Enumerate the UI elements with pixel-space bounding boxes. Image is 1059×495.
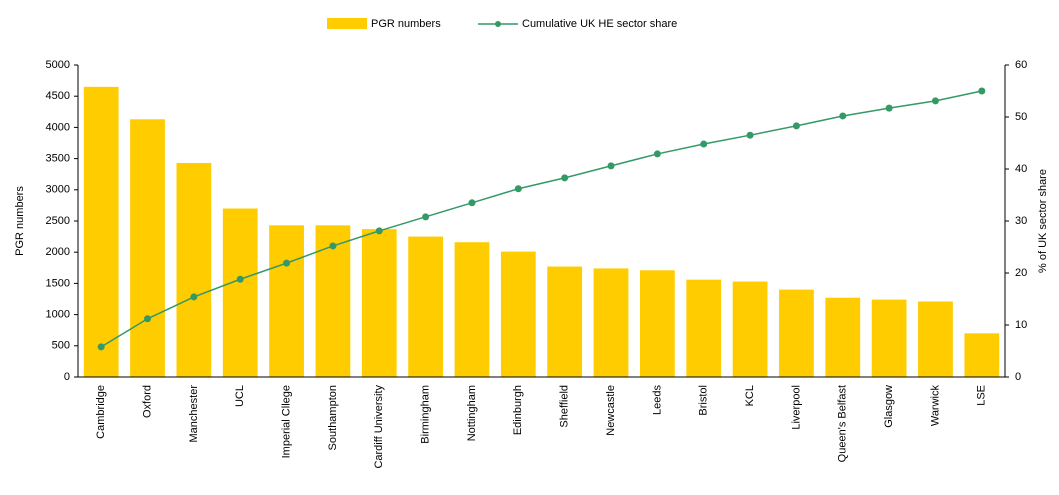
line-marker (283, 259, 291, 267)
line-marker (978, 87, 986, 95)
line-marker (144, 315, 152, 323)
line-marker (885, 104, 893, 112)
y2-tick-label: 60 (1015, 59, 1027, 71)
bar (269, 225, 304, 377)
x-tick-label: Sheffield (559, 385, 571, 428)
y2-tick-label: 20 (1015, 267, 1027, 279)
bar (176, 162, 212, 377)
bar (408, 236, 444, 377)
x-tick-label: Glasgow (883, 385, 895, 428)
bar (964, 333, 1000, 377)
line-marker (746, 131, 754, 139)
line-marker (236, 275, 244, 283)
x-tick-label: Leeds (651, 385, 663, 415)
bar (918, 301, 953, 377)
bar (454, 242, 490, 377)
line (100, 90, 982, 348)
bar (825, 297, 861, 377)
bar (361, 229, 397, 377)
line-marker (607, 162, 615, 170)
line-marker (97, 343, 105, 351)
y-tick-label: 3500 (46, 153, 70, 165)
x-tick-label: UCL (234, 385, 246, 407)
x-tick-label: Southampton (327, 385, 339, 450)
line-marker (329, 242, 337, 250)
legend-label: PGR numbers (371, 18, 441, 30)
y2-tick-label: 30 (1015, 215, 1027, 227)
x-tick-label: Edinburgh (512, 385, 524, 435)
x-tick-label: Liverpool (790, 385, 802, 430)
y2-tick-label: 40 (1015, 163, 1027, 175)
line-marker (468, 199, 476, 207)
legend-swatch (327, 18, 367, 29)
y2-tick-label: 10 (1015, 319, 1027, 331)
y-tick-label: 4500 (46, 90, 70, 102)
x-tick-label: KCL (744, 385, 756, 406)
legend: PGR numbers Cumulative UK HE sector shar… (327, 18, 677, 30)
bar (222, 208, 258, 377)
x-tick-label: LSE (976, 385, 988, 406)
x-tick-label: Queen's Belfast (837, 385, 849, 462)
x-tick-label: Bristol (698, 385, 710, 416)
y-tick-label: 2000 (46, 246, 70, 258)
line-marker (700, 140, 708, 148)
line-marker (422, 213, 430, 221)
line-marker (561, 174, 569, 182)
x-tick-label: Cambridge (95, 385, 107, 439)
bar (686, 279, 722, 377)
x-tick-label: Imperial Cllege (280, 385, 292, 458)
bar (779, 289, 814, 377)
x-tick-label: Birmingham (420, 385, 432, 444)
bar (732, 281, 768, 377)
y-tick-label: 5000 (46, 59, 70, 71)
line-marker (653, 150, 661, 158)
line-marker (792, 122, 800, 130)
y-tick-label: 1000 (46, 309, 70, 321)
y2-tick-label: 50 (1015, 111, 1027, 123)
x-tick-label: Nottingham (466, 385, 478, 441)
line-marker (839, 112, 847, 120)
line-marker (190, 293, 198, 301)
legend-label: Cumulative UK HE sector share (522, 18, 677, 30)
bar (639, 270, 675, 377)
y-tick-label: 0 (64, 371, 70, 383)
line-marker (931, 97, 939, 105)
y-tick-label: 4000 (46, 121, 70, 133)
y-tick-label: 3000 (46, 184, 70, 196)
y-axis-title: PGR numbers (14, 186, 26, 256)
y-tick-label: 500 (52, 340, 70, 352)
x-tick-label: Manchester (188, 385, 200, 443)
x-tick-label: Oxford (141, 385, 153, 418)
bar (547, 266, 583, 377)
bar (871, 299, 907, 377)
y-tick-label: 2500 (46, 215, 70, 227)
line-marker (514, 185, 522, 193)
y-tick-label: 1500 (46, 277, 70, 289)
line-marker (375, 227, 383, 235)
bar (593, 268, 629, 377)
bar (130, 119, 165, 378)
legend-marker (495, 21, 501, 27)
x-tick-label: Warwick (929, 385, 941, 427)
x-tick-label: Newcastle (605, 385, 617, 436)
bar (83, 86, 119, 377)
y2-tick-label: 0 (1015, 371, 1021, 383)
y2-axis-title: % of UK sector share (1037, 169, 1049, 273)
bar (500, 251, 536, 377)
x-tick-label: Cardiff University (373, 385, 385, 469)
